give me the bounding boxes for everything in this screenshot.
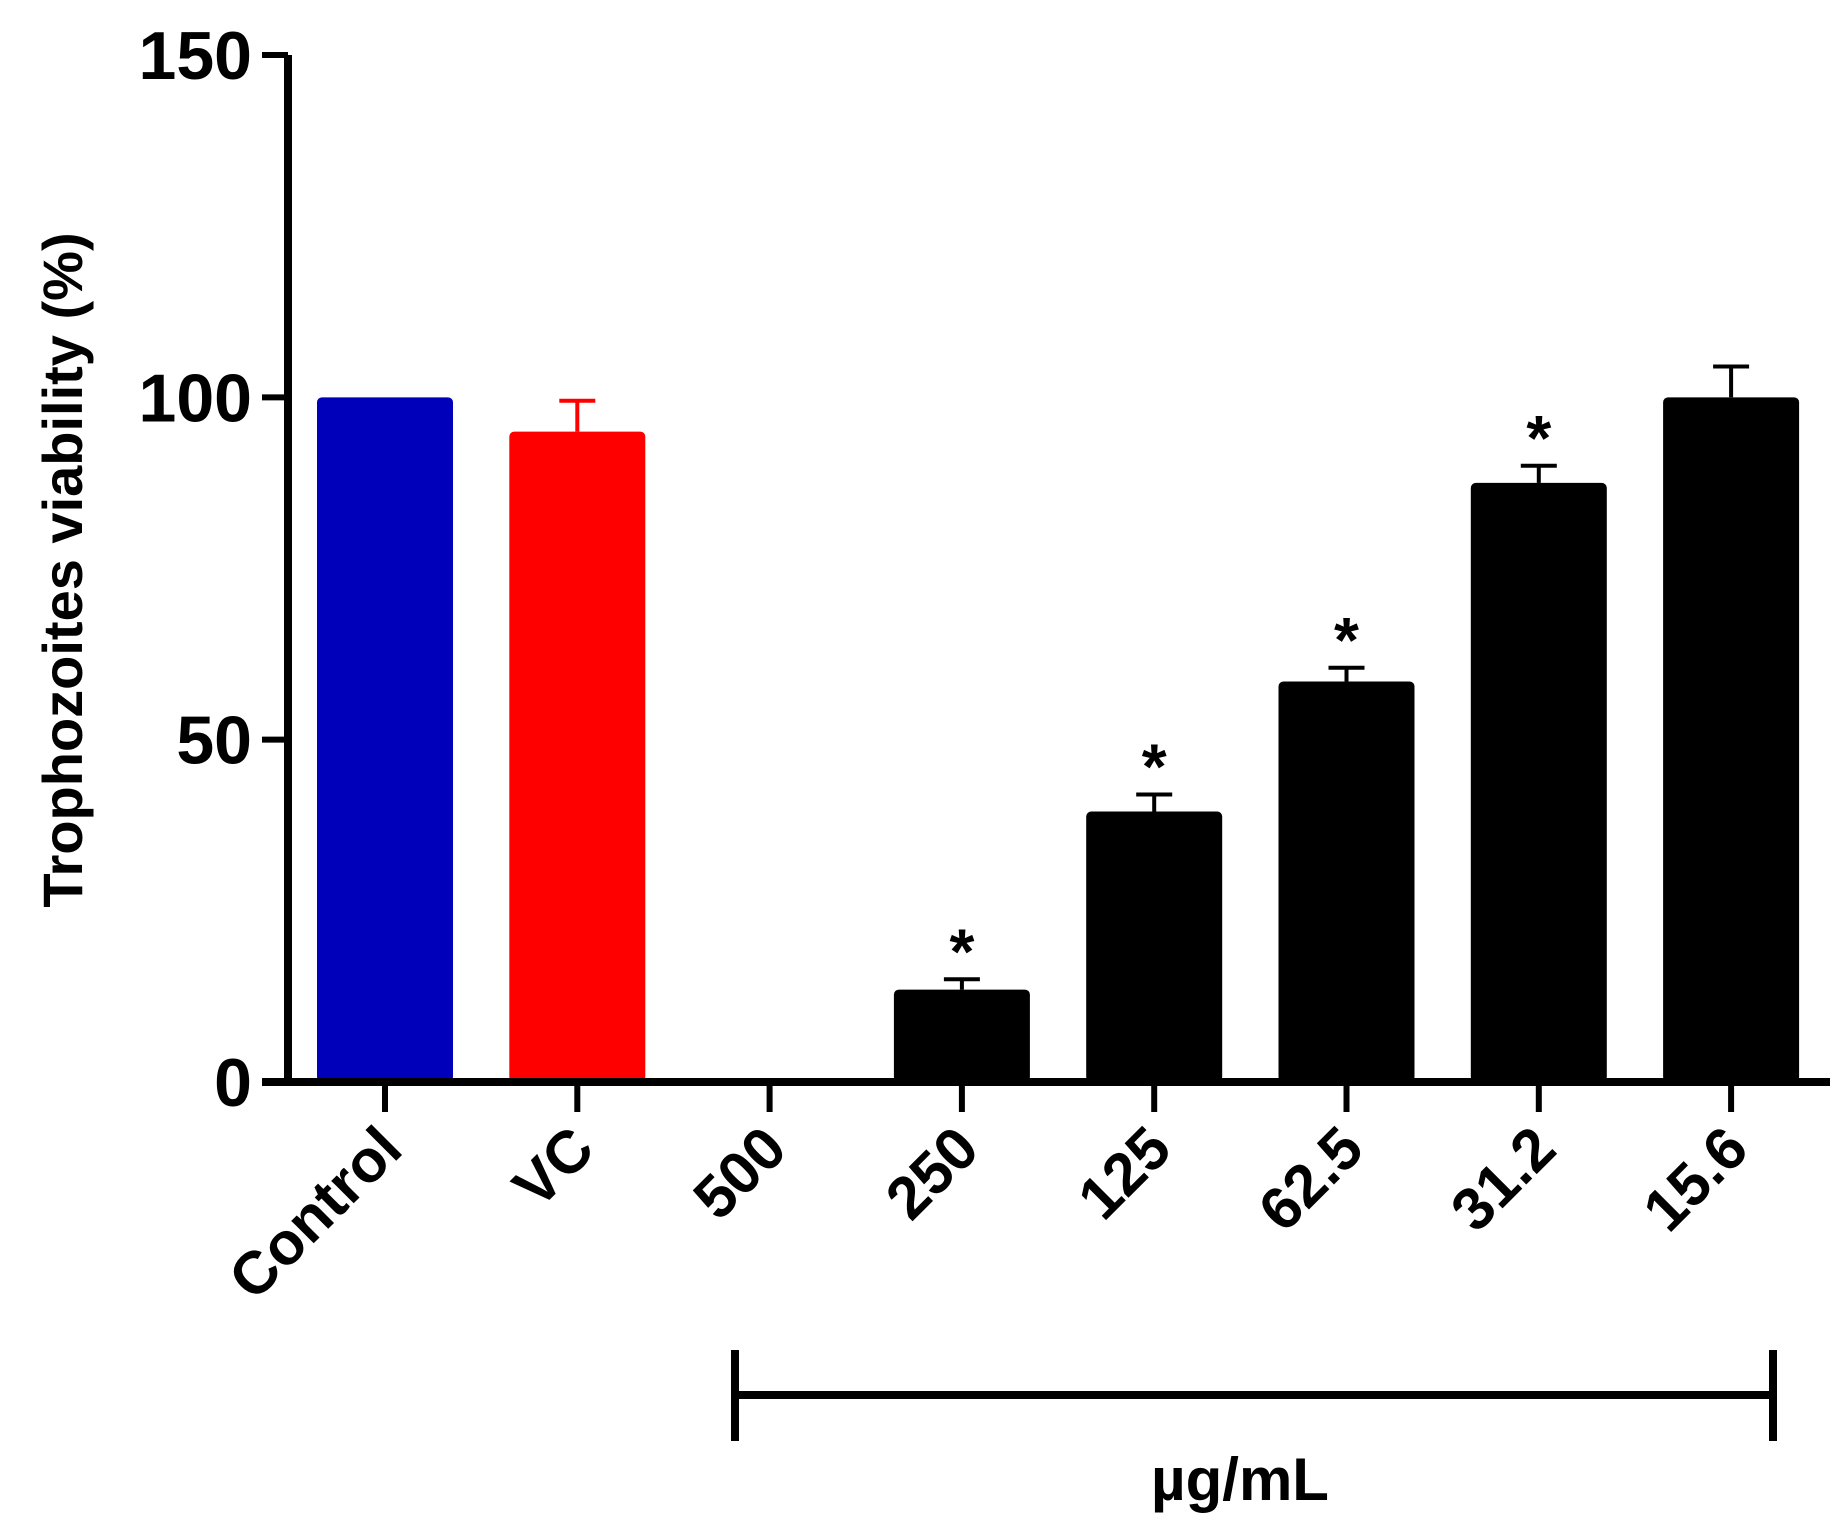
bars-group	[317, 397, 1800, 1083]
significance-star-125: *	[1142, 730, 1167, 802]
x-tick-label-15-6: 15.6	[1630, 1114, 1760, 1244]
significance-star-62-5: *	[1334, 604, 1359, 676]
bar-125	[1086, 811, 1223, 1082]
bar-250	[893, 989, 1030, 1082]
y-tick-label-50: 50	[176, 703, 252, 779]
y-tick-label-0: 0	[214, 1045, 252, 1121]
bar-vc	[509, 431, 646, 1083]
bar-31-2	[1470, 482, 1607, 1083]
significance-star-31-2: *	[1526, 402, 1551, 474]
x-tick-label-vc: VC	[500, 1114, 606, 1220]
x-tick-label-125: 125	[1065, 1114, 1183, 1232]
x-tick-label-31-2: 31.2	[1438, 1114, 1568, 1244]
bar-62-5	[1278, 681, 1415, 1082]
group-bracket-label: µg/mL	[1151, 1446, 1329, 1513]
y-tick-label-100: 100	[139, 360, 252, 436]
significance-group: * * * *	[949, 402, 1551, 988]
x-tick-label-250: 250	[873, 1114, 991, 1232]
x-tick-label-62-5: 62.5	[1246, 1114, 1376, 1244]
x-ticks-group: Control VC 500 250 125 62.5 31.2 15.6	[216, 1082, 1760, 1312]
y-ticks-group: 0 50 100 150	[139, 18, 288, 1121]
significance-star-250: *	[949, 915, 974, 987]
y-axis-title: Trophozoites viability (%)	[31, 232, 94, 907]
bar-control	[317, 397, 453, 1082]
y-tick-label-150: 150	[139, 18, 252, 94]
error-bars-group	[559, 364, 1750, 990]
x-tick-label-control: Control	[216, 1114, 414, 1312]
x-tick-label-500: 500	[681, 1114, 799, 1232]
group-bracket: µg/mL	[731, 1350, 1777, 1513]
bar-15-6	[1663, 397, 1800, 1082]
